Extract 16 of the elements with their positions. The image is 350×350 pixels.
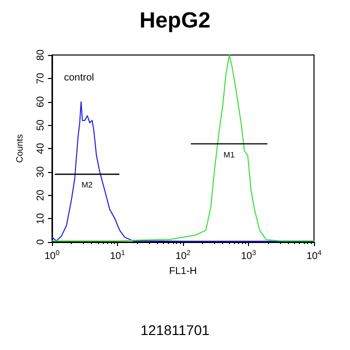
y-tick-label: 40 bbox=[36, 142, 46, 154]
y-tick-label: 50 bbox=[36, 119, 46, 131]
y-tick-label: 70 bbox=[36, 72, 46, 84]
y-tick-label: 60 bbox=[36, 96, 46, 108]
y-tick-label: 20 bbox=[36, 189, 46, 201]
y-axis-title: Counts bbox=[14, 134, 24, 163]
annotation: control bbox=[64, 72, 94, 84]
x-axis-title: FL1-H bbox=[169, 266, 197, 277]
series-label: M2 bbox=[81, 180, 94, 190]
y-tick-label: 80 bbox=[36, 49, 46, 61]
y-tick-label: 10 bbox=[36, 212, 46, 224]
series-label: M1 bbox=[224, 150, 236, 160]
text: 121811701 bbox=[140, 322, 210, 338]
chart-title: HepG2 bbox=[140, 8, 210, 32]
y-tick-label: 0 bbox=[36, 238, 46, 245]
y-tick-label: 30 bbox=[36, 166, 46, 178]
